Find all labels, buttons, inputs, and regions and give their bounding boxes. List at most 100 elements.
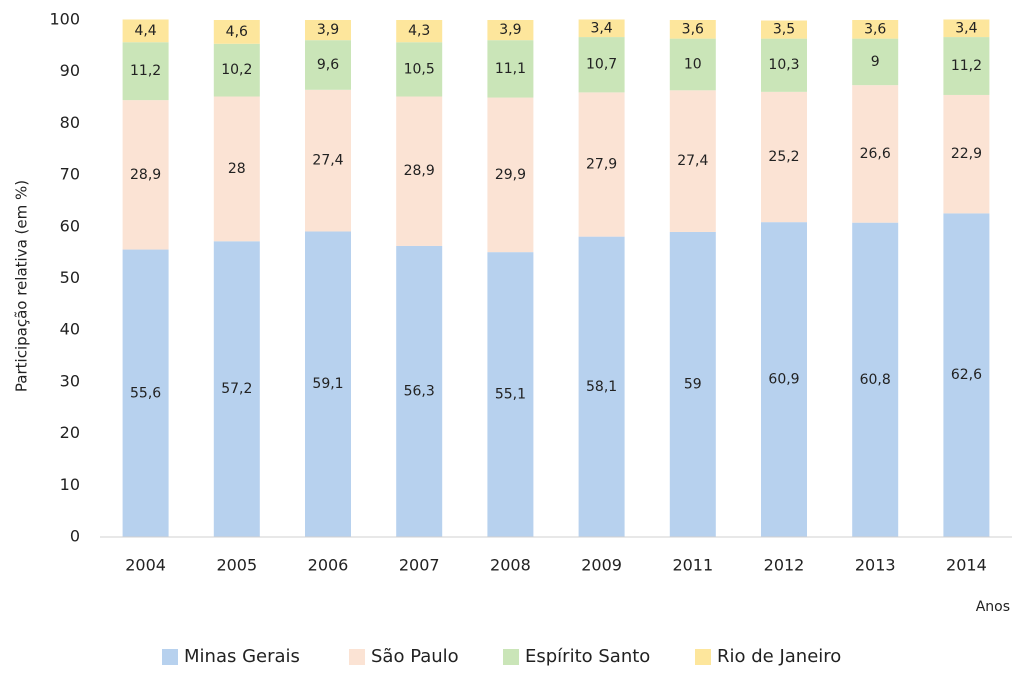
x-tick-label: 2013 (855, 556, 896, 575)
data-label: 9 (871, 54, 880, 70)
data-label: 28,9 (404, 163, 435, 179)
data-label: 55,1 (495, 387, 526, 403)
y-tick-label: 50 (60, 268, 80, 287)
y-tick-label: 60 (60, 216, 80, 235)
legend-label: Espírito Santo (525, 646, 650, 667)
x-tick-label: 2009 (581, 556, 622, 575)
data-label: 11,2 (130, 63, 161, 79)
bar-segment (305, 231, 351, 537)
bar-segment (852, 38, 899, 86)
bar-segment (213, 20, 260, 44)
legend-label: Rio de Janeiro (717, 646, 841, 667)
data-label: 9,6 (317, 57, 339, 73)
bar-segment (122, 42, 169, 101)
data-label: 10,5 (404, 61, 435, 77)
data-label: 60,9 (768, 372, 799, 388)
legend-swatch (349, 649, 365, 665)
data-label: 10,2 (221, 62, 252, 78)
data-label: 3,4 (590, 20, 612, 36)
data-label: 10,7 (586, 57, 617, 73)
x-tick-label: 2007 (399, 556, 440, 575)
data-label: 3,5 (773, 22, 795, 38)
bar-segment (122, 100, 169, 250)
bar-segment (669, 90, 716, 232)
x-tick-label: 2004 (125, 556, 166, 575)
x-tick-label: 2005 (216, 556, 257, 575)
bar-segment (578, 19, 625, 38)
data-label: 22,9 (951, 146, 982, 162)
bar-segment (852, 85, 899, 223)
data-label: 59 (684, 376, 702, 392)
bar-segment (943, 19, 990, 38)
bar-segment (578, 92, 625, 237)
data-label: 4,3 (408, 23, 430, 39)
bar-segment (943, 213, 990, 537)
y-tick-label: 30 (60, 371, 80, 390)
legend-swatch (503, 649, 519, 665)
data-label: 58,1 (586, 379, 617, 395)
y-tick-label: 90 (60, 61, 80, 80)
bar-segment (396, 20, 443, 43)
x-tick-label: 2006 (308, 556, 349, 575)
bar-segment (305, 40, 351, 90)
data-label: 10 (684, 56, 702, 72)
y-tick-label: 20 (60, 423, 80, 442)
bar-segment (213, 43, 260, 97)
y-tick-label: 0 (70, 527, 80, 546)
x-tick-label: 2008 (490, 556, 531, 575)
bar-segment (213, 96, 260, 242)
legend-swatch (695, 649, 711, 665)
data-label: 27,4 (677, 153, 708, 169)
data-label: 3,6 (682, 21, 704, 37)
bar-segment (852, 20, 899, 39)
data-label: 27,4 (312, 153, 343, 169)
bar-segment (122, 249, 169, 537)
data-label: 59,1 (312, 376, 343, 392)
bar-segment (943, 94, 990, 214)
legend-swatch (162, 649, 178, 665)
data-label: 3,9 (317, 22, 339, 38)
bar-segment (305, 89, 351, 232)
bar-segment (396, 42, 443, 97)
x-tick-label: 2014 (946, 556, 987, 575)
data-label: 3,9 (499, 22, 521, 38)
legend-label: São Paulo (371, 646, 459, 667)
y-tick-label: 100 (49, 10, 80, 29)
bar-segment (669, 231, 716, 537)
bar-segment (487, 20, 534, 41)
data-label: 28,9 (130, 167, 161, 183)
data-label: 3,6 (864, 21, 886, 37)
bar-segment (761, 20, 807, 39)
bar-segment (305, 20, 351, 41)
bar-segment (669, 20, 716, 39)
y-tick-label: 70 (60, 165, 80, 184)
bar-segment (122, 19, 169, 43)
bar-segment (761, 38, 807, 92)
data-label: 11,1 (495, 61, 526, 77)
data-label: 11,2 (951, 58, 982, 74)
data-label: 26,6 (860, 146, 891, 162)
bar-segment (852, 222, 899, 537)
y-tick-label: 10 (60, 475, 80, 494)
data-label: 56,3 (404, 383, 435, 399)
data-label: 62,6 (951, 367, 982, 383)
x-tick-label: 2012 (764, 556, 805, 575)
data-label: 4,6 (226, 24, 248, 40)
y-tick-label: 40 (60, 320, 80, 339)
bar-segment (943, 37, 990, 95)
legend-label: Minas Gerais (184, 646, 300, 667)
data-label: 57,2 (221, 381, 252, 397)
y-tick-label: 80 (60, 113, 80, 132)
data-label: 60,8 (860, 372, 891, 388)
x-tick-label: 2011 (672, 556, 713, 575)
data-label: 3,4 (955, 20, 977, 36)
bar-segment (669, 38, 716, 91)
bar-segment (761, 222, 807, 537)
data-label: 28 (228, 161, 246, 177)
data-label: 27,9 (586, 157, 617, 173)
data-label: 25,2 (768, 149, 799, 165)
data-label: 55,6 (130, 385, 161, 401)
bar-segment (396, 96, 443, 246)
data-label: 4,4 (134, 23, 156, 39)
